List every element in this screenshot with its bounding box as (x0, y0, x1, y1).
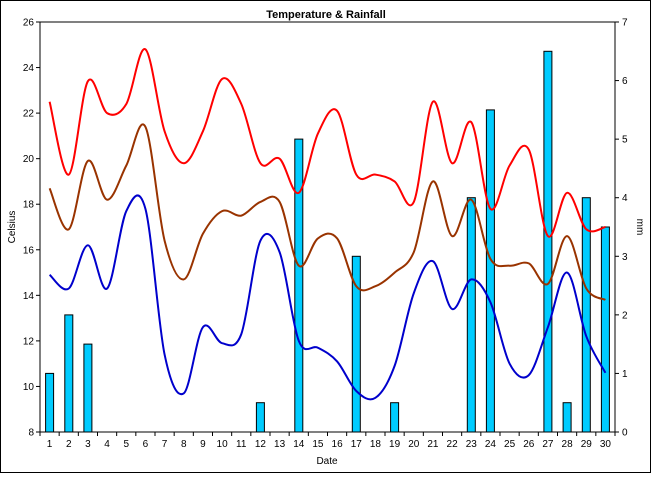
rainfall-bar-3 (83, 343, 93, 433)
x-tick-label-11: 11 (236, 439, 247, 450)
x-tick-label-15: 15 (312, 439, 324, 450)
y-right-tick-label-4: 4 (622, 193, 628, 204)
x-tick-label-2: 2 (66, 439, 72, 450)
y-left-tick-label-18: 18 (23, 200, 35, 211)
y-right-tick-label-2: 2 (622, 310, 628, 321)
x-tick-label-3: 3 (85, 439, 91, 450)
x-tick-label-9: 9 (200, 439, 206, 450)
y-left-tick-label-22: 22 (23, 109, 35, 120)
y-left-tick-label-20: 20 (23, 154, 35, 165)
x-tick-label-1: 1 (47, 439, 53, 450)
y-left-tick-label-26: 26 (23, 18, 35, 29)
x-tick-label-23: 23 (466, 439, 478, 450)
y-right-tick-label-1: 1 (622, 369, 628, 380)
temperature-lines (48, 48, 607, 401)
y-right-tick-label-7: 7 (622, 18, 628, 29)
rainfall-bar-27 (543, 50, 553, 433)
x-tick-label-4: 4 (104, 439, 110, 450)
x-tick-label-30: 30 (600, 439, 612, 450)
x-tick-label-25: 25 (504, 439, 516, 450)
y-left-tick-label-16: 16 (23, 245, 35, 256)
x-tick-label-20: 20 (408, 439, 420, 450)
x-tick-label-8: 8 (181, 439, 187, 450)
rainfall-bar-12 (255, 402, 265, 433)
rainfall-bar-23 (466, 197, 476, 433)
rainfall-bar-14 (294, 138, 304, 433)
chart-title: Temperature & Rainfall (266, 9, 386, 21)
minimum-line (48, 194, 607, 401)
x-tick-label-29: 29 (581, 439, 593, 450)
rainfall-bar-29 (581, 197, 591, 433)
y-right-tick-label-3: 3 (622, 252, 628, 263)
x-tick-label-12: 12 (255, 439, 267, 450)
y-left-tick-label-10: 10 (23, 382, 35, 393)
maximum-line (48, 48, 606, 238)
x-tick-label-18: 18 (370, 439, 382, 450)
x-tick-label-21: 21 (427, 439, 439, 450)
x-tick-label-27: 27 (542, 439, 554, 450)
rainfall-bar-17 (351, 255, 361, 433)
y-right-tick-label-0: 0 (622, 428, 628, 439)
mean-line (48, 123, 606, 301)
y-left-tick-label-24: 24 (23, 63, 35, 74)
plot-area (39, 21, 616, 433)
rainfall-bar-24 (485, 109, 495, 433)
x-tick-label-7: 7 (162, 439, 168, 450)
y-right-tick-label-6: 6 (622, 76, 628, 87)
x-tick-label-6: 6 (143, 439, 149, 450)
x-tick-label-19: 19 (389, 439, 401, 450)
y-left-tick-label-8: 8 (28, 428, 34, 439)
rainfall-bar-19 (390, 402, 400, 433)
x-tick-label-13: 13 (274, 439, 286, 450)
rainfall-bar-30 (600, 226, 610, 433)
x-tick-label-22: 22 (447, 439, 459, 450)
rainfall-bars (45, 50, 610, 433)
y-right-tick-label-5: 5 (622, 135, 628, 146)
x-tick-label-5: 5 (123, 439, 129, 450)
x-tick-label-26: 26 (523, 439, 535, 450)
x-tick-label-10: 10 (217, 439, 229, 450)
rainfall-bar-1 (45, 372, 55, 433)
rainfall-bar-2 (64, 314, 74, 433)
x-tick-label-28: 28 (562, 439, 574, 450)
x-tick-label-17: 17 (351, 439, 363, 450)
x-axis-label: Date (316, 456, 338, 467)
y-axis-right-label: mm (634, 219, 645, 236)
rainfall-bar-28 (562, 402, 572, 433)
y-left-tick-label-14: 14 (23, 291, 35, 302)
y-left-tick-label-12: 12 (23, 336, 35, 347)
x-tick-label-14: 14 (293, 439, 305, 450)
x-tick-label-16: 16 (332, 439, 344, 450)
x-tick-label-24: 24 (485, 439, 497, 450)
y-axis-left-label: Celsius (7, 211, 18, 244)
